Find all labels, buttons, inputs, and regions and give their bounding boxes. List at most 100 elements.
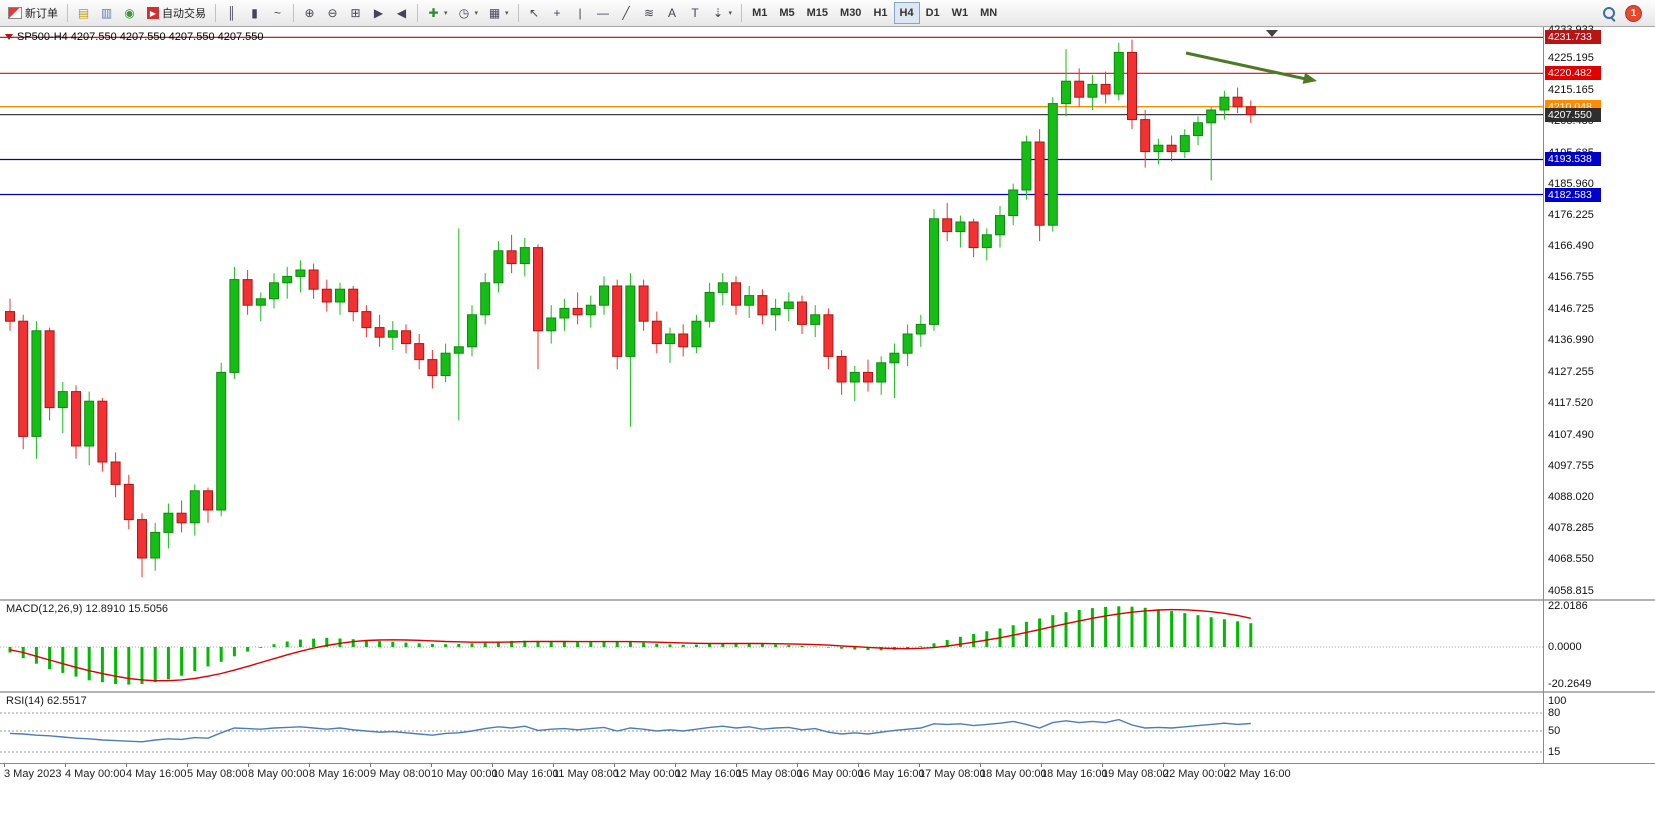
timeframe-D1[interactable]: D1	[920, 2, 946, 24]
auto-trading-label: 自动交易	[162, 8, 206, 20]
price-axis-label: 4156.755	[1548, 271, 1594, 284]
new-order-icon	[8, 7, 22, 19]
timeframe-M1[interactable]: M1	[746, 2, 773, 24]
timeframe-MN[interactable]: MN	[974, 2, 1003, 24]
time-axis-tick	[553, 763, 554, 767]
time-axis-label: 9 May 08:00	[370, 768, 431, 780]
market-watch-button[interactable]: ◉	[118, 2, 141, 24]
text-label-button[interactable]: T	[684, 2, 707, 24]
macd-indicator-label: MACD(12,26,9) 12.8910 15.5056	[6, 603, 169, 615]
time-axis-label: 4 May 00:00	[65, 768, 126, 780]
time-axis-label: 22 May 16:00	[1224, 768, 1291, 780]
horizontal-line-icon: —	[597, 6, 610, 20]
toolbar-group-chart-type: ║ ▮ ~	[220, 2, 289, 24]
vertical-line-button[interactable]: |	[569, 2, 592, 24]
toolbar-separator	[215, 4, 216, 22]
periods-icon: ◷	[458, 6, 470, 20]
charts-list-icon: ▤	[77, 6, 90, 20]
timeframe-M30[interactable]: M30	[834, 2, 867, 24]
main-chart-canvas[interactable]	[0, 27, 1543, 599]
crosshair-icon: +	[553, 6, 561, 20]
charts-list-button[interactable]: ▤	[72, 2, 95, 24]
bar-chart-button[interactable]: ║	[220, 2, 243, 24]
price-axis-label: 4176.225	[1548, 208, 1594, 221]
time-axis-tick	[675, 763, 676, 767]
crosshair-button[interactable]: +	[546, 2, 569, 24]
indicators-button[interactable]: ✚ ▾	[422, 2, 453, 24]
price-tag: 4193.538	[1545, 152, 1601, 167]
time-axis-label: 18 May 16:00	[1041, 768, 1108, 780]
price-axis-label: 4088.020	[1548, 491, 1594, 504]
macd-axis-label: 0.0000	[1548, 641, 1582, 653]
time-axis-border	[0, 763, 1655, 764]
line-chart-icon: ~	[273, 6, 281, 20]
toolbar-group-view: ⊕ ⊖ ⊞ ▶ ◀	[298, 2, 413, 24]
zoom-out-button[interactable]: ⊖	[321, 2, 344, 24]
zoom-in-button[interactable]: ⊕	[298, 2, 321, 24]
timeframe-H4[interactable]: H4	[893, 2, 920, 24]
new-order-label: 新订单	[25, 8, 58, 20]
auto-trading-button[interactable]: ▶ 自动交易	[142, 2, 211, 24]
symbol-ohlc-title: SP500-H4 4207.550 4207.550 4207.550 4207…	[17, 31, 264, 43]
arrows-button[interactable]: ⇣ ▾	[707, 2, 738, 24]
horizontal-line-button[interactable]: —	[592, 2, 615, 24]
time-axis-tick	[248, 763, 249, 767]
time-axis-label: 5 May 08:00	[187, 768, 248, 780]
dropdown-caret-icon: ▾	[474, 10, 479, 17]
tile-windows-button[interactable]: ⊞	[344, 2, 367, 24]
price-tag: 4220.482	[1545, 66, 1601, 81]
symbol-dropdown-icon[interactable]	[5, 34, 13, 40]
time-axis-label: 10 May 16:00	[492, 768, 559, 780]
profile-button[interactable]: ▥	[95, 2, 118, 24]
time-axis-tick	[187, 763, 188, 767]
timeframe-M5[interactable]: M5	[773, 2, 800, 24]
price-axis-label: 4166.490	[1548, 240, 1594, 253]
time-axis-tick	[492, 763, 493, 767]
rsi-axis-label: 50	[1548, 725, 1561, 737]
auto-scroll-button[interactable]: ▶	[367, 2, 390, 24]
time-axis-tick	[1224, 763, 1225, 767]
price-axis-label: 4097.755	[1548, 459, 1594, 472]
toolbar-group-panels: ▤ ▥ ◉	[72, 2, 141, 24]
templates-button[interactable]: ▦ ▾	[483, 2, 514, 24]
toolbar-group-timeframes: M1 M5 M15 M30 H1 H4 D1 W1 MN	[746, 2, 1003, 24]
text-button[interactable]: A	[661, 2, 684, 24]
chart-shift-button[interactable]: ◀	[390, 2, 413, 24]
periods-button[interactable]: ◷ ▾	[453, 2, 484, 24]
timeframe-M15[interactable]: M15	[801, 2, 834, 24]
cursor-button[interactable]: ↖	[523, 2, 546, 24]
notification-badge[interactable]: 1	[1625, 4, 1642, 22]
toolbar-separator	[417, 4, 418, 22]
toolbar-separator	[741, 4, 743, 22]
vertical-line-icon: |	[578, 6, 582, 20]
timeframe-W1[interactable]: W1	[946, 2, 975, 24]
price-axis-label: 4107.490	[1548, 428, 1594, 441]
time-axis-label: 15 May 08:00	[736, 768, 803, 780]
bar-chart-icon: ║	[227, 6, 236, 20]
panel-divider[interactable]	[0, 599, 1655, 601]
fibonacci-button[interactable]: ≋	[638, 2, 661, 24]
chart-title-bar[interactable]: SP500-H4 4207.550 4207.550 4207.550 4207…	[5, 31, 264, 43]
chart-window: SP500-H4 4207.550 4207.550 4207.550 4207…	[0, 24, 1655, 829]
candlestick-chart-button[interactable]: ▮	[243, 2, 266, 24]
time-axis-tick	[919, 763, 920, 767]
toolbar-right: 1	[1602, 4, 1652, 22]
chart-shift-icon: ◀	[396, 6, 407, 20]
time-axis-label: 12 May 16:00	[675, 768, 742, 780]
time-axis-tick	[1041, 763, 1042, 767]
rsi-panel-canvas[interactable]	[0, 693, 1543, 761]
macd-panel-canvas[interactable]	[0, 601, 1543, 691]
trendline-button[interactable]: ╱	[615, 2, 638, 24]
time-axis-label: 3 May 2023	[4, 768, 62, 780]
panel-divider[interactable]	[0, 691, 1655, 693]
rsi-axis-label: 15	[1548, 746, 1561, 758]
price-axis-label: 4068.550	[1548, 553, 1594, 566]
timeframe-H1[interactable]: H1	[867, 2, 893, 24]
new-order-button[interactable]: 新订单	[3, 2, 63, 24]
macd-axis-label: -20.2649	[1548, 678, 1592, 691]
price-axis-label: 4117.520	[1548, 396, 1594, 409]
search-icon[interactable]	[1602, 6, 1617, 21]
rsi-indicator-label: RSI(14) 62.5517	[6, 695, 87, 707]
time-axis-tick	[4, 763, 5, 767]
line-chart-button[interactable]: ~	[266, 2, 289, 24]
